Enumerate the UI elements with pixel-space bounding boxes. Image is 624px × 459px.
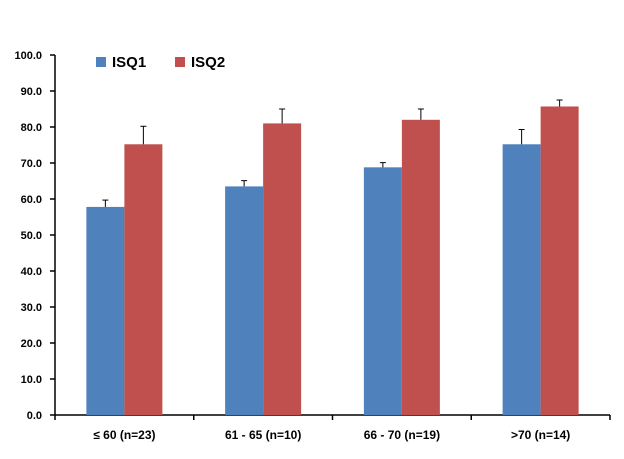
y-tick-label: 60.0 xyxy=(21,194,42,206)
y-tick-label: 20.0 xyxy=(21,338,42,350)
bar-isq2 xyxy=(540,106,579,415)
legend: ISQ1 ISQ2 xyxy=(96,54,225,71)
legend-swatch-isq1 xyxy=(96,57,106,67)
y-tick-label: 30.0 xyxy=(21,302,42,314)
bar-isq1 xyxy=(86,206,125,415)
bar-series xyxy=(86,99,579,416)
y-tick-label: 90.0 xyxy=(21,86,42,98)
bar-isq2 xyxy=(124,144,163,415)
x-category-label: 66 - 70 (n=19) xyxy=(364,428,440,442)
bar-isq1 xyxy=(502,144,541,415)
bar-isq2 xyxy=(263,123,302,416)
bar-isq1 xyxy=(225,186,264,415)
x-category-label: ≤ 60 (n=23) xyxy=(93,428,155,442)
legend-label-isq2: ISQ2 xyxy=(191,54,225,71)
bar-isq1 xyxy=(363,167,402,415)
y-tick-label: 0.0 xyxy=(27,410,42,422)
y-tick-label: 40.0 xyxy=(21,266,42,278)
y-tick-label: 50.0 xyxy=(21,230,42,242)
y-tick-label: 70.0 xyxy=(21,158,42,170)
legend-swatch-isq2 xyxy=(175,57,185,67)
x-axis: ≤ 60 (n=23) 61 - 65 (n=10) 66 - 70 (n=19) >… xyxy=(54,414,611,442)
y-tick-label: 80.0 xyxy=(21,122,42,134)
x-category-label: >70 (n=14) xyxy=(511,428,570,442)
y-tick-label: 100.0 xyxy=(14,50,42,62)
bar-isq2 xyxy=(401,119,440,416)
y-axis: 0.0 10.0 20.0 30.0 40.0 50.0 60.0 70.0 80.0 90.0 1… xyxy=(14,50,56,422)
y-tick-label: 10.0 xyxy=(21,374,42,386)
x-category-label: 61 - 65 (n=10) xyxy=(225,428,301,442)
legend-label-isq1: ISQ1 xyxy=(112,54,146,71)
